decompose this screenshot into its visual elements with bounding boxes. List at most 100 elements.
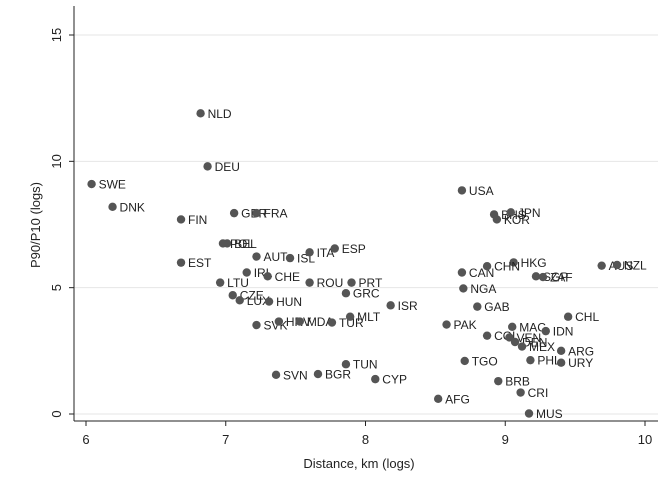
y-tick-label: 10 bbox=[49, 154, 64, 168]
point-label: DEN bbox=[522, 335, 547, 349]
point-label: ARG bbox=[568, 344, 594, 358]
data-point bbox=[229, 208, 239, 218]
point-label: BGR bbox=[325, 368, 351, 382]
data-point bbox=[341, 289, 351, 298]
point-label: MDA bbox=[307, 315, 334, 329]
data-point bbox=[526, 355, 535, 365]
point-label: CHL bbox=[575, 310, 599, 324]
data-point bbox=[556, 358, 566, 367]
point-label: NZL bbox=[624, 258, 647, 272]
data-point bbox=[457, 268, 467, 277]
point-label: TUN bbox=[353, 358, 378, 372]
point-label: BRB bbox=[505, 375, 530, 389]
point-label: LUX bbox=[247, 294, 270, 308]
x-tick-label: 8 bbox=[362, 432, 369, 447]
data-point bbox=[524, 409, 534, 418]
point-label: PHL bbox=[537, 354, 561, 368]
data-point bbox=[218, 239, 228, 248]
data-point bbox=[176, 258, 186, 267]
data-point bbox=[176, 215, 186, 224]
data-point bbox=[386, 301, 395, 310]
data-point bbox=[508, 322, 517, 332]
point-label: BEL bbox=[234, 237, 257, 251]
data-point bbox=[597, 261, 606, 270]
point-label: MUS bbox=[536, 407, 563, 421]
data-point bbox=[517, 342, 527, 351]
data-point bbox=[252, 208, 261, 218]
point-label: MLT bbox=[357, 310, 381, 324]
point-label: PAK bbox=[454, 318, 477, 332]
data-point bbox=[345, 312, 355, 321]
data-point bbox=[108, 202, 117, 212]
point-label: GRC bbox=[353, 287, 380, 301]
point-label: CHN bbox=[494, 260, 520, 274]
point-label: HKG bbox=[521, 256, 547, 270]
data-point bbox=[242, 268, 251, 277]
point-label: VEN bbox=[516, 331, 541, 345]
data-point bbox=[506, 208, 516, 217]
point-label: SGP bbox=[543, 270, 568, 284]
data-point bbox=[305, 248, 314, 257]
point-label: KOR bbox=[504, 213, 530, 227]
data-point bbox=[473, 302, 482, 311]
data-point bbox=[538, 272, 548, 282]
data-point bbox=[305, 278, 314, 287]
point-label: HUN bbox=[276, 295, 302, 309]
data-point bbox=[442, 320, 451, 329]
data-point bbox=[203, 162, 212, 171]
point-label: NGA bbox=[470, 282, 496, 296]
x-tick-label: 7 bbox=[222, 432, 229, 447]
point-label: IDN bbox=[553, 325, 574, 339]
data-point bbox=[482, 261, 492, 271]
data-point bbox=[371, 374, 380, 384]
point-label: DNK bbox=[120, 200, 145, 214]
grid-lines bbox=[74, 34, 658, 415]
point-label: EST bbox=[188, 256, 212, 270]
x-axis-ticks: 6 7 8 9 10 bbox=[82, 421, 652, 447]
data-point bbox=[252, 320, 261, 330]
data-point bbox=[510, 337, 520, 347]
point-label: POL bbox=[230, 237, 254, 251]
point-label: TUR bbox=[339, 316, 364, 330]
data-point bbox=[341, 360, 351, 369]
data-point bbox=[563, 312, 573, 321]
point-label: DEU bbox=[215, 160, 240, 174]
data-point bbox=[516, 388, 525, 397]
point-label: MAC bbox=[519, 320, 546, 334]
data-point bbox=[612, 260, 622, 270]
data-point bbox=[433, 394, 443, 404]
y-axis-title: P90/P10 (logs) bbox=[28, 182, 43, 268]
data-point bbox=[330, 244, 339, 253]
data-point bbox=[457, 186, 467, 195]
data-point bbox=[313, 369, 323, 379]
point-label: USA bbox=[469, 184, 494, 198]
point-label: TGO bbox=[472, 354, 498, 368]
point-label: ROU bbox=[317, 276, 344, 290]
point-label: MEX bbox=[529, 340, 555, 354]
point-label: URY bbox=[568, 356, 593, 370]
data-point bbox=[196, 109, 205, 118]
point-label: ISR bbox=[398, 299, 418, 313]
data-point bbox=[327, 318, 337, 327]
data-point bbox=[285, 253, 295, 263]
data-point bbox=[252, 252, 261, 261]
data-point bbox=[460, 356, 469, 366]
point-label: SVN bbox=[283, 368, 308, 382]
point-label: CHE bbox=[275, 270, 300, 284]
data-point bbox=[271, 370, 281, 380]
point-label: FIN bbox=[188, 213, 207, 227]
point-label: NLD bbox=[208, 107, 232, 121]
data-point bbox=[263, 272, 272, 281]
y-tick-label: 5 bbox=[49, 284, 64, 291]
data-point bbox=[541, 326, 550, 336]
point-label: CZE bbox=[240, 289, 264, 303]
point-label: GAB bbox=[484, 300, 509, 314]
data-point bbox=[494, 376, 503, 386]
point-label: FRA bbox=[263, 207, 287, 221]
data-point bbox=[264, 297, 274, 306]
point-label: CRI bbox=[528, 386, 549, 400]
x-axis-title: Distance, km (logs) bbox=[303, 456, 414, 471]
data-point bbox=[235, 296, 244, 305]
